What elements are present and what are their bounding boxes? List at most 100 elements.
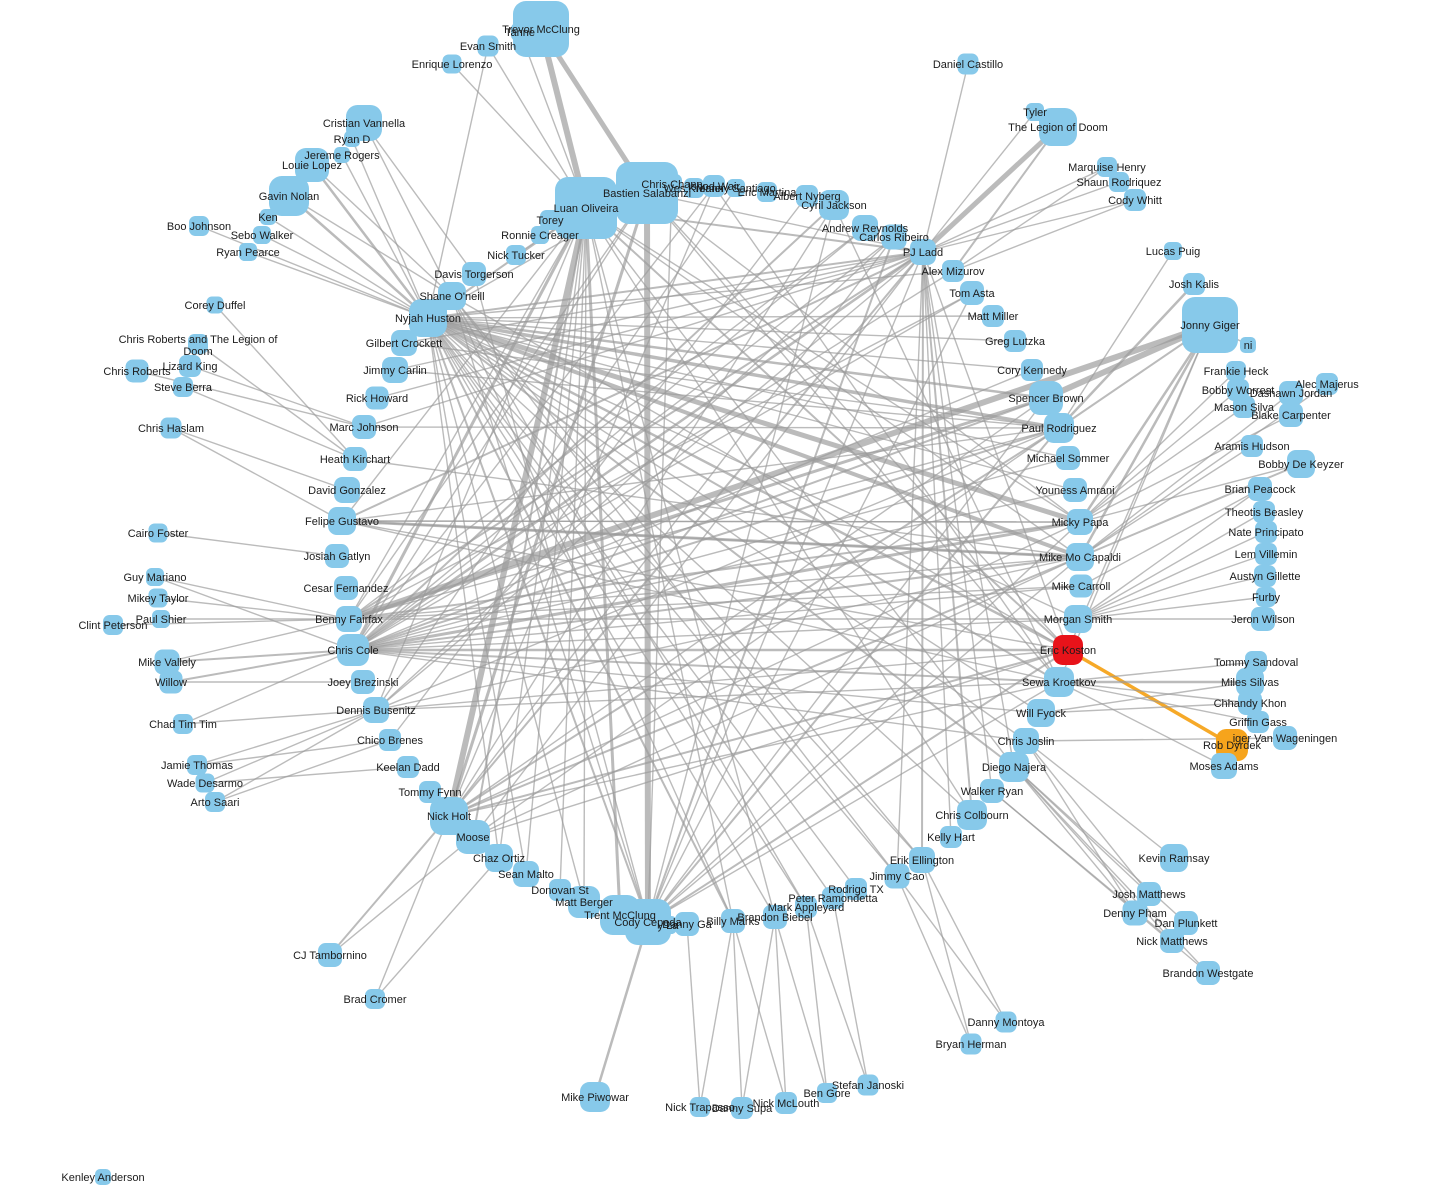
node-tommy-sandoval[interactable] [1245, 651, 1267, 673]
node-mason-silva[interactable] [1233, 396, 1255, 418]
node-paul-rodriguez[interactable] [1044, 413, 1074, 443]
node-tom-asta[interactable] [960, 281, 984, 305]
node-brad-cromer[interactable] [365, 989, 385, 1009]
node-evan-smith[interactable] [477, 35, 499, 57]
node-griffin-gass[interactable] [1247, 711, 1269, 733]
node-spencer-brown[interactable] [1029, 381, 1063, 415]
node-andrew-reynolds[interactable] [852, 215, 878, 241]
node-guy-mariano[interactable] [146, 568, 164, 586]
node-manny-santiago[interactable] [727, 179, 745, 197]
node-trent-mcclung[interactable] [600, 895, 640, 935]
node-morgan-smith[interactable] [1064, 605, 1092, 633]
node-iger-van-wageningen[interactable] [1273, 726, 1297, 750]
node-micky-papa[interactable] [1067, 509, 1093, 535]
node-chhandy-khon[interactable] [1238, 691, 1262, 715]
node-eric-martina[interactable] [757, 182, 777, 202]
node-furby[interactable] [1256, 587, 1276, 607]
node-marquise-henry[interactable] [1097, 157, 1117, 177]
node-keelan-dadd[interactable] [397, 756, 419, 778]
node-david-gonzalez[interactable] [334, 477, 360, 503]
node-matt-berger[interactable] [568, 886, 600, 918]
node-the-legion-of-doom[interactable] [1039, 108, 1077, 146]
node-stefan-janoski[interactable] [857, 1074, 879, 1096]
node-aramis-hudson[interactable] [1241, 435, 1263, 457]
node-lem-villemin[interactable] [1255, 543, 1277, 565]
node-cairo-foster[interactable] [148, 523, 168, 543]
node-mark-appleyard[interactable] [795, 896, 817, 918]
node-blake-carpenter[interactable] [1279, 403, 1303, 427]
node-ronnie-creager[interactable] [531, 226, 549, 244]
node-eric-koston[interactable] [1053, 635, 1083, 665]
node-youness-amrani[interactable] [1063, 478, 1087, 502]
node-erik-ellington[interactable] [909, 847, 935, 873]
node-mikey-taylor[interactable] [148, 588, 168, 608]
node-gilbert-crockett[interactable] [391, 330, 417, 356]
node-lizard-king[interactable] [179, 355, 201, 377]
node-michael-sommer[interactable] [1056, 446, 1080, 470]
node-chris-roberts-and-the-legion-of[interactable] [188, 334, 208, 354]
node-dan-plunkett[interactable] [1174, 911, 1198, 935]
node-josh-kalis[interactable] [1183, 273, 1205, 295]
node-ishod-wair[interactable] [703, 175, 725, 197]
node-nate-principato[interactable] [1255, 521, 1277, 543]
node-chris-roberts[interactable] [125, 359, 149, 383]
node-mike-carroll[interactable] [1069, 574, 1093, 598]
node-mike-vallely[interactable] [154, 649, 180, 675]
node-chris-colbourn[interactable] [957, 800, 987, 830]
node-sean-malto[interactable] [513, 861, 539, 887]
node-louie-lopez[interactable] [295, 148, 329, 182]
node-kelly-hart[interactable] [940, 826, 962, 848]
node-shaun-rodriquez[interactable] [1109, 172, 1129, 192]
node-nick-tucker[interactable] [506, 245, 526, 265]
node-sewa-kroetkov[interactable] [1044, 667, 1074, 697]
node-cyril-jackson[interactable] [819, 190, 849, 220]
node-enrique-lorenzo[interactable] [442, 54, 462, 74]
node-cj-tambornino[interactable] [318, 943, 342, 967]
node-dennis-busenitz[interactable] [363, 697, 389, 723]
node-paul-shier[interactable] [152, 610, 170, 628]
node-boo-johnson[interactable] [189, 216, 209, 236]
node-shane-o-neill[interactable] [438, 282, 466, 310]
node-pj-ladd[interactable] [910, 239, 936, 265]
node-tyler[interactable] [1026, 103, 1044, 121]
node-nick-matthews[interactable] [1160, 929, 1184, 953]
node-arto-saari[interactable] [205, 792, 225, 812]
node-diego-najera[interactable] [999, 752, 1029, 782]
node-jereme-rogers[interactable] [334, 147, 350, 163]
node-ni[interactable] [1240, 337, 1256, 353]
node-cory-kennedy[interactable] [1021, 359, 1043, 381]
node-corey-duffel[interactable] [206, 296, 224, 314]
node-donovan-st[interactable] [549, 879, 571, 901]
node-brian-peacock[interactable] [1248, 477, 1272, 501]
node-davis-torgerson[interactable] [462, 262, 486, 286]
node-steve-berra[interactable] [173, 377, 193, 397]
node-frankie-heck[interactable] [1226, 361, 1246, 381]
node-bobby-de-keyzer[interactable] [1287, 450, 1315, 478]
node-wade-desarmo[interactable] [195, 773, 215, 793]
node-denny-pham[interactable] [1122, 900, 1148, 926]
node-chris-haslam[interactable] [160, 417, 182, 439]
node-greg-lutzka[interactable] [1004, 330, 1026, 352]
node-bobby-worrest[interactable] [1227, 379, 1249, 401]
node-ben-gore[interactable] [817, 1083, 837, 1103]
node-clint-peterson[interactable] [103, 615, 123, 635]
node-mike-piwowar[interactable] [580, 1082, 610, 1112]
node-nick-trapasso[interactable] [690, 1097, 710, 1117]
node-bastien-salabanzi[interactable] [616, 162, 678, 224]
node-jimmy-cao[interactable] [884, 863, 910, 889]
node-jeron-wilson[interactable] [1251, 607, 1275, 631]
node-danny-montoya[interactable] [995, 1011, 1017, 1033]
node-wes-kremer[interactable] [684, 178, 704, 198]
node-theotis-beasley[interactable] [1253, 501, 1275, 523]
node-ken[interactable] [260, 209, 276, 225]
node-felipe-gustavo[interactable] [328, 507, 356, 535]
node-heath-kirchart[interactable] [343, 447, 367, 471]
node-sebo-walker[interactable] [253, 226, 271, 244]
node-walker-ryan[interactable] [980, 779, 1004, 803]
node-chris-cole[interactable] [337, 634, 369, 666]
node-matt-miller[interactable] [982, 305, 1004, 327]
node-mike-mo-capaldi[interactable] [1066, 543, 1094, 571]
node-brandon-biebel[interactable] [763, 905, 787, 929]
